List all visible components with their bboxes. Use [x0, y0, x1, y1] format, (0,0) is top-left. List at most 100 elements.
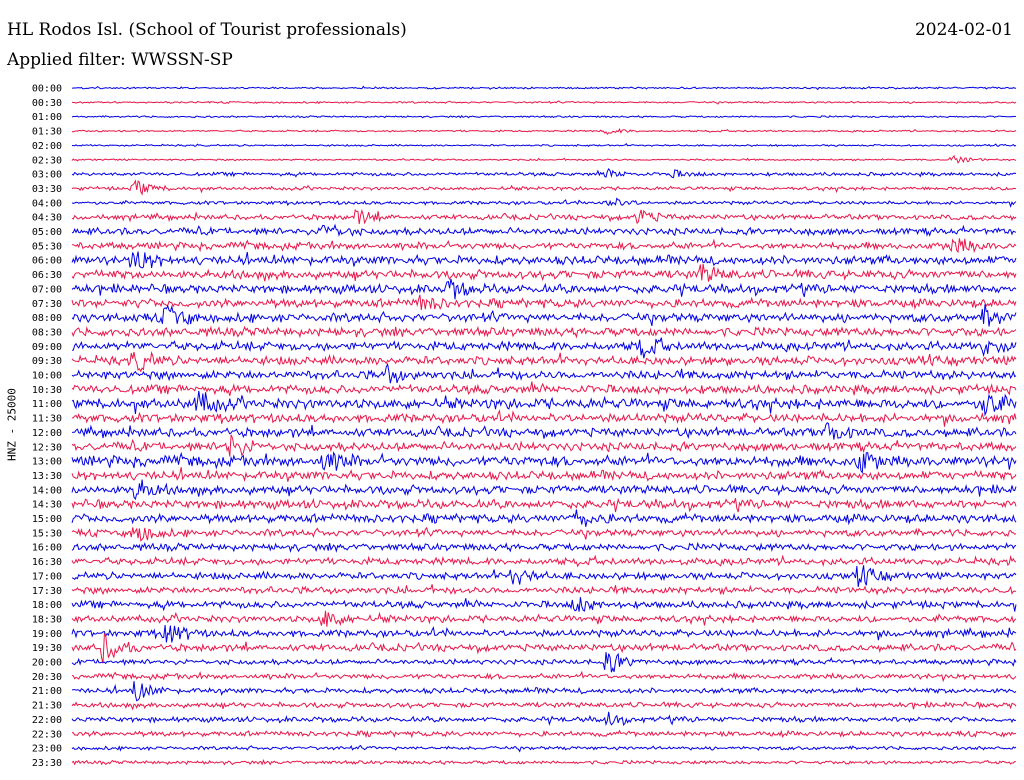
row-time-label: 23:00	[32, 744, 62, 755]
row-time-label: 09:30	[32, 356, 62, 367]
trace-row	[72, 409, 1017, 427]
row-time-label: 18:30	[32, 614, 62, 625]
trace-row	[71, 711, 1017, 727]
trace-row	[71, 422, 1017, 440]
row-time-label: 10:30	[32, 385, 62, 396]
row-time-label: 13:30	[32, 471, 62, 482]
row-time-label: 23:30	[32, 758, 62, 769]
trace-row	[71, 744, 1017, 753]
row-time-label: 06:30	[32, 270, 62, 281]
row-time-label: 02:30	[32, 155, 62, 166]
row-time-label: 03:00	[32, 170, 62, 181]
trace-row	[71, 670, 1017, 683]
trace-row	[71, 238, 1017, 254]
row-time-label: 04:00	[32, 198, 62, 209]
trace-row	[71, 128, 1017, 136]
trace-row	[71, 434, 1017, 457]
trace-row	[71, 197, 1017, 208]
trace-row	[71, 223, 1017, 237]
trace-row	[71, 304, 1017, 327]
trace-row	[71, 350, 1017, 373]
row-time-label: 21:30	[32, 701, 62, 712]
trace-row	[71, 451, 1017, 475]
trace-row	[71, 390, 1017, 417]
row-time-label: 03:30	[32, 184, 62, 195]
trace-row	[71, 208, 1017, 225]
row-time-label: 22:30	[32, 729, 62, 740]
row-time-label: 06:00	[32, 256, 62, 267]
trace-row	[71, 681, 1017, 702]
row-time-label: 13:00	[32, 457, 62, 468]
trace-row	[71, 729, 1017, 739]
trace-row	[71, 100, 1017, 105]
trace-row	[72, 85, 1017, 91]
row-time-label: 07:30	[32, 299, 62, 310]
trace-row	[71, 584, 1017, 596]
record-date: 2024-02-01	[914, 20, 1013, 40]
trace-row	[71, 509, 1017, 527]
station-title: HL Rodos Isl. (School of Tourist profess…	[7, 20, 407, 40]
trace-row	[71, 565, 1017, 587]
row-time-label: 20:00	[32, 658, 62, 669]
trace-row	[71, 154, 1017, 164]
trace-row	[71, 362, 1017, 384]
row-time-label: 20:30	[32, 672, 62, 683]
trace-row	[71, 497, 1017, 513]
row-time-label: 17:00	[32, 571, 62, 582]
trace-row	[71, 759, 1017, 766]
row-time-label: 01:00	[32, 112, 62, 123]
row-time-label: 17:30	[32, 586, 62, 597]
time-tick-labels: 00:00 00:30 01:00 01:30 02:00 02:30 03:00 03:30…	[32, 84, 62, 769]
row-time-label: 05:00	[32, 227, 62, 238]
row-time-label: 16:00	[32, 543, 62, 554]
trace-row	[71, 597, 1017, 612]
row-time-label: 22:00	[32, 715, 62, 726]
row-time-label: 19:00	[32, 629, 62, 640]
trace-row	[71, 251, 1017, 269]
row-time-label: 18:00	[32, 600, 62, 611]
row-time-label: 12:00	[32, 428, 62, 439]
row-time-label: 16:30	[32, 557, 62, 568]
row-time-label: 15:30	[32, 528, 62, 539]
row-time-label: 19:30	[32, 643, 62, 654]
row-time-label: 00:30	[32, 98, 62, 109]
trace-row	[71, 143, 1017, 148]
row-time-label: 14:00	[32, 485, 62, 496]
row-time-label: 08:30	[32, 327, 62, 338]
row-time-label: 11:00	[32, 399, 62, 410]
row-time-label: 00:00	[32, 84, 62, 95]
trace-row	[71, 652, 1017, 673]
trace-row	[71, 479, 1017, 501]
filter-label: Applied filter: WWSSN-SP	[7, 50, 233, 70]
trace-row	[71, 179, 1017, 196]
trace-row	[71, 625, 1017, 643]
trace-row	[71, 541, 1017, 553]
row-time-label: 15:00	[32, 514, 62, 525]
row-time-label: 12:30	[32, 442, 62, 453]
row-time-label: 21:00	[32, 686, 62, 697]
seismogram-traces	[71, 85, 1017, 766]
row-time-label: 14:30	[32, 500, 62, 511]
trace-row	[71, 467, 1017, 483]
row-time-label: 04:30	[32, 213, 62, 224]
row-time-label: 09:00	[32, 342, 62, 353]
row-time-label: 07:00	[32, 284, 62, 295]
trace-row	[71, 554, 1017, 568]
trace-row	[71, 294, 1017, 311]
trace-row	[71, 381, 1017, 396]
trace-row	[71, 337, 1017, 359]
trace-row	[71, 610, 1017, 627]
trace-row	[71, 325, 1017, 339]
trace-row	[71, 632, 1017, 664]
row-time-label: 08:00	[32, 313, 62, 324]
trace-row	[71, 278, 1017, 300]
trace-row	[71, 114, 1017, 119]
row-time-label: 05:30	[32, 241, 62, 252]
trace-row	[71, 263, 1017, 282]
row-time-label: 10:00	[32, 371, 62, 382]
trace-row	[71, 526, 1017, 542]
row-time-label: 01:30	[32, 127, 62, 138]
row-time-label: 02:00	[32, 141, 62, 152]
trace-row	[71, 167, 1017, 179]
